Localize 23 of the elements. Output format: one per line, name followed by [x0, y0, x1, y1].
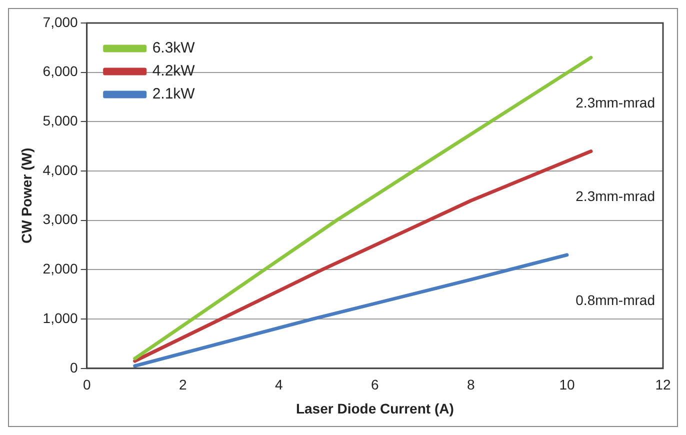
x-tick-label: 4 — [274, 376, 283, 393]
annotation: 2.3mm-mrad — [576, 188, 655, 204]
y-tick-label: 1,000 — [42, 310, 78, 326]
x-axis-title: Laser Diode Current (A) — [296, 400, 454, 416]
y-tick-label: 3,000 — [42, 211, 78, 228]
y-tick-label: 0 — [70, 359, 78, 376]
y-tick-label: 7,000 — [42, 14, 78, 30]
annotation: 0.8mm-mrad — [576, 292, 655, 308]
legend-label: 4.2kW — [152, 62, 196, 80]
x-tick-label: 0 — [82, 376, 91, 393]
x-tick-label: 12 — [655, 376, 671, 393]
legend-label: 2.1kW — [152, 86, 196, 103]
y-tick-label: 5,000 — [42, 112, 78, 129]
y-tick-label: 4,000 — [42, 162, 78, 178]
y-tick-label: 2,000 — [42, 260, 78, 277]
y-tick-label: 6,000 — [42, 63, 78, 80]
x-tick-label: 10 — [559, 376, 575, 393]
x-tick-label: 2 — [178, 376, 187, 393]
x-tick-label: 6 — [371, 376, 380, 393]
x-tick-label: 8 — [467, 376, 476, 393]
legend-label: 6.3kW — [152, 40, 196, 57]
y-axis-title: CW Power (W) — [18, 148, 34, 244]
annotation: 2.3mm-mrad — [576, 94, 655, 110]
